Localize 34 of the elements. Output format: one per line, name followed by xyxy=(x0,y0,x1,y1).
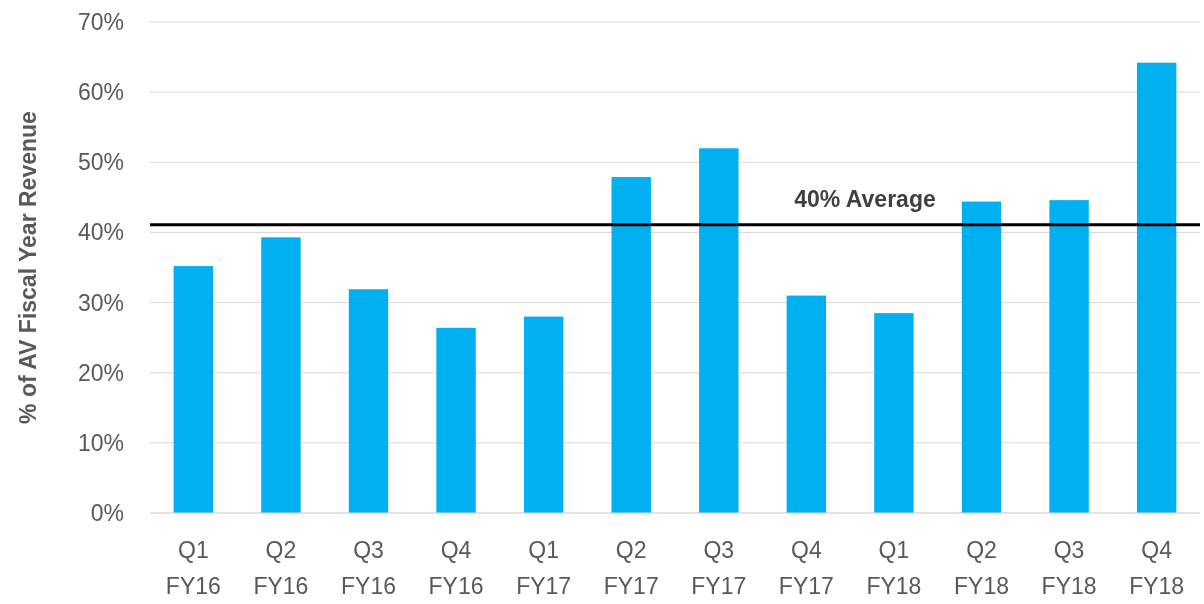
bar xyxy=(348,289,389,513)
x-tick-label: Q2 FY16 xyxy=(253,537,309,599)
x-tick-label: Q4 FY16 xyxy=(428,537,484,599)
y-axis-title: % of AV Fiscal Year Revenue xyxy=(15,111,41,424)
x-tick-label: Q1 FY17 xyxy=(516,537,572,599)
bar xyxy=(961,201,1002,513)
y-tick-label: 20% xyxy=(77,359,124,386)
x-tick-label: Q3 FY18 xyxy=(1041,537,1097,599)
bar xyxy=(699,148,739,513)
x-tick-label: Q4 FY18 xyxy=(1129,537,1185,599)
x-tick-label: Q1 FY18 xyxy=(866,537,922,599)
x-tick-label: Q4 FY17 xyxy=(778,537,834,599)
y-tick-label: 0% xyxy=(90,500,124,527)
bar xyxy=(1049,200,1089,513)
x-tick-label: Q2 FY17 xyxy=(603,537,659,599)
bar xyxy=(173,266,214,513)
y-tick-label: 50% xyxy=(77,149,124,176)
bar xyxy=(1136,62,1177,513)
x-tick-label: Q3 FY17 xyxy=(691,537,747,599)
bar xyxy=(523,316,564,513)
x-tick-label: Q1 FY16 xyxy=(165,537,221,599)
bar xyxy=(874,313,914,513)
x-tick-label: Q3 FY16 xyxy=(341,537,396,599)
x-tick-label: Q2 FY18 xyxy=(954,537,1009,599)
bar xyxy=(436,327,476,513)
bar xyxy=(786,295,827,513)
y-tick-label: 30% xyxy=(77,289,124,316)
y-tick-label: 60% xyxy=(77,79,124,106)
y-tick-label: 10% xyxy=(77,429,124,456)
bar xyxy=(611,177,651,513)
bar xyxy=(261,237,301,513)
y-tick-label: 40% xyxy=(77,219,124,246)
y-tick-label: 70% xyxy=(77,9,124,36)
ref-line-label: 40% Average xyxy=(794,185,936,212)
